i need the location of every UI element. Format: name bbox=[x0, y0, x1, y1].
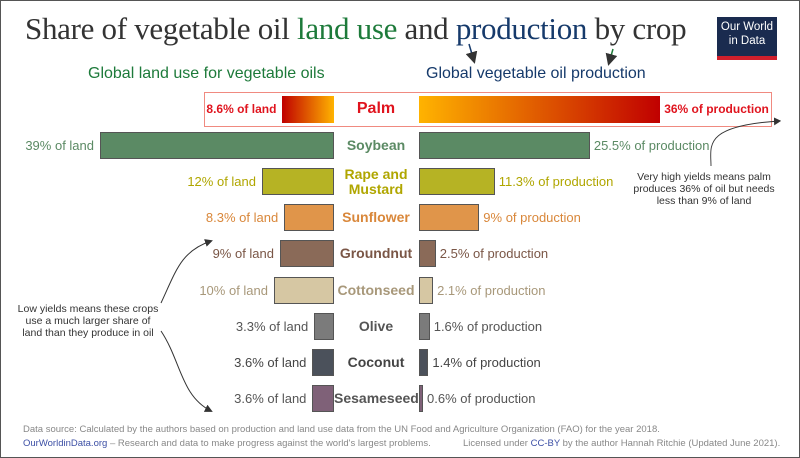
chart-title: Share of vegetable oil land use and prod… bbox=[25, 11, 687, 46]
production-bar-olive bbox=[419, 312, 430, 340]
production-bar-cottonseed bbox=[419, 276, 434, 304]
land-label-soybean: 39% of land bbox=[25, 138, 94, 154]
land-label-groundnut: 9% of land bbox=[212, 246, 274, 262]
crop-label-groundnut: Groundnut bbox=[339, 245, 413, 262]
land-label-sunflower: 8.3% of land bbox=[205, 210, 279, 226]
license-text: Licensed under bbox=[463, 438, 531, 449]
palm-note: Very high yields means palm produces 36%… bbox=[633, 171, 775, 207]
land-label-sesameseed: 3.6% of land bbox=[234, 390, 307, 406]
land-label-coconut: 3.6% of land bbox=[234, 354, 307, 370]
land-bar-rape-and-mustard bbox=[262, 168, 334, 196]
land-bar-groundnut bbox=[280, 240, 334, 268]
low-yield-note: Low yields means these crops use a much … bbox=[17, 303, 159, 339]
land-bar-coconut bbox=[312, 348, 334, 376]
production-label-coconut: 1.4% of production bbox=[432, 354, 541, 370]
production-label-sesameseed: 0.6% of production bbox=[427, 390, 536, 406]
land-label-cottonseed: 10% of land bbox=[199, 282, 268, 298]
land-label-palm: 8.6% of land bbox=[206, 102, 277, 116]
production-label-groundnut: 2.5% of production bbox=[439, 246, 549, 262]
land-label-rape-and-mustard: 12% of land bbox=[187, 174, 256, 190]
production-label-cottonseed: 2.1% of production bbox=[437, 282, 546, 298]
mission-text: – Research and data to make progress aga… bbox=[107, 438, 431, 449]
crop-label-rape-and-mustard: Rape and Mustard bbox=[344, 166, 408, 198]
production-label-sunflower: 9% of production bbox=[483, 210, 581, 226]
palm-highlight-box bbox=[204, 92, 772, 127]
land-bar-olive bbox=[314, 312, 334, 340]
owid-logo[interactable]: Our World in Data bbox=[717, 17, 777, 60]
production-label-soybean: 25.5% of production bbox=[593, 138, 710, 154]
production-bar-rape-and-mustard bbox=[419, 168, 495, 196]
production-bar-sesameseed bbox=[419, 384, 424, 412]
production-bar-palm bbox=[419, 96, 661, 123]
land-bar-sunflower bbox=[284, 204, 334, 232]
production-subtitle: Global vegetable oil production bbox=[426, 65, 646, 82]
crop-label-cottonseed: Cottonseed bbox=[337, 281, 415, 298]
land-bar-cottonseed bbox=[274, 276, 334, 304]
owid-link[interactable]: OurWorldinData.org bbox=[23, 438, 108, 449]
production-label-palm: 36% of production bbox=[664, 102, 769, 116]
production-label-olive: 1.6% of production bbox=[433, 318, 543, 334]
land-bar-sesameseed bbox=[312, 384, 334, 412]
license-link[interactable]: CC-BY bbox=[530, 438, 560, 449]
crop-label-sesameseed: Sesameseed bbox=[334, 389, 419, 406]
crop-label-olive: Olive bbox=[358, 317, 394, 334]
production-label-rape-and-mustard: 11.3% of production bbox=[498, 174, 614, 190]
crop-label-coconut: Coconut bbox=[347, 353, 405, 370]
production-bar-sunflower bbox=[419, 204, 480, 232]
land-bar-soybean bbox=[100, 132, 334, 160]
production-bar-soybean bbox=[419, 132, 590, 160]
production-bar-groundnut bbox=[419, 240, 436, 268]
license-author: by the author Hannah Ritchie (Updated Ju… bbox=[560, 438, 781, 449]
data-source: Data source: Calculated by the authors b… bbox=[23, 424, 660, 435]
crop-label-sunflower: Sunflower bbox=[342, 209, 410, 226]
production-bar-coconut bbox=[419, 348, 429, 376]
crop-label-palm: Palm bbox=[356, 100, 396, 117]
land-label-olive: 3.3% of land bbox=[235, 318, 309, 334]
crop-label-soybean: Soybean bbox=[346, 137, 406, 154]
land-subtitle: Global land use for vegetable oils bbox=[88, 65, 325, 82]
land-bar-palm bbox=[282, 96, 334, 123]
